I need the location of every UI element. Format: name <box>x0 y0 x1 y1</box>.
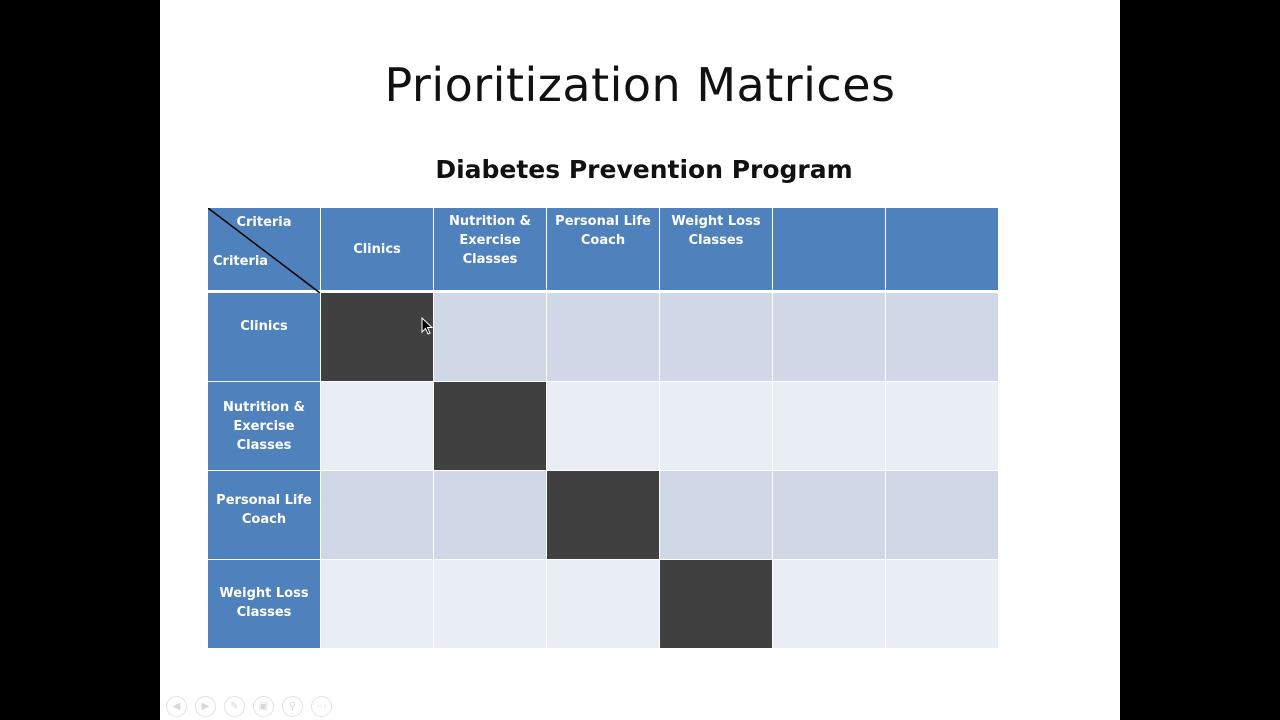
matrix-cell-diagonal[interactable] <box>321 293 434 382</box>
prioritization-matrix: Criteria Criteria Clinics Nutrition & Ex… <box>208 208 998 649</box>
row-header-label: Nutrition & Exercise Classes <box>223 399 305 453</box>
matrix-row: Personal Life Coach <box>208 471 998 560</box>
matrix-header-row: Criteria Criteria Clinics Nutrition & Ex… <box>208 208 998 293</box>
row-header: Clinics <box>208 293 321 382</box>
matrix-cell[interactable] <box>660 293 773 382</box>
matrix-cell[interactable] <box>773 471 886 560</box>
diagonal-divider-icon <box>208 208 320 293</box>
column-header: Clinics <box>321 208 434 293</box>
slides-grid-icon[interactable]: ▣ <box>253 696 274 717</box>
row-header: Nutrition & Exercise Classes <box>208 382 321 471</box>
matrix-cell-diagonal[interactable] <box>547 471 660 560</box>
row-header: Personal Life Coach <box>208 471 321 560</box>
column-header <box>886 208 998 293</box>
matrix-cell[interactable] <box>886 471 998 560</box>
matrix-row: Clinics <box>208 293 998 382</box>
row-header-label: Weight Loss Classes <box>219 586 309 620</box>
matrix-cell[interactable] <box>434 293 547 382</box>
matrix-cell[interactable] <box>773 560 886 649</box>
matrix-cell[interactable] <box>321 471 434 560</box>
row-header: Weight Loss Classes <box>208 560 321 649</box>
matrix-cell[interactable] <box>886 382 998 471</box>
matrix-cell[interactable] <box>773 293 886 382</box>
zoom-icon[interactable]: ⚲ <box>282 696 303 717</box>
more-icon[interactable]: ⋯ <box>311 696 332 717</box>
prev-slide-icon[interactable]: ◀ <box>166 696 187 717</box>
row-header-label: Personal Life Coach <box>216 493 312 527</box>
matrix-cell[interactable] <box>660 382 773 471</box>
matrix-row: Weight Loss Classes <box>208 560 998 649</box>
matrix-cell[interactable] <box>773 382 886 471</box>
column-header: Nutrition & Exercise Classes <box>434 208 547 293</box>
slide: Prioritization Matrices Diabetes Prevent… <box>160 0 1120 720</box>
matrix-cell[interactable] <box>434 471 547 560</box>
matrix-row: Nutrition & Exercise Classes <box>208 382 998 471</box>
corner-top-label: Criteria <box>236 215 292 230</box>
matrix-cell[interactable] <box>321 382 434 471</box>
slide-subtitle: Diabetes Prevention Program <box>435 155 853 184</box>
corner-left-label: Criteria <box>213 254 269 269</box>
matrix-cell[interactable] <box>434 560 547 649</box>
slide-title: Prioritization Matrices <box>384 58 896 112</box>
matrix-cell[interactable] <box>547 382 660 471</box>
presentation-toolbar: ◀ ▶ ✎ ▣ ⚲ ⋯ <box>166 696 332 717</box>
matrix-cell[interactable] <box>547 293 660 382</box>
matrix-cell[interactable] <box>321 560 434 649</box>
matrix-cell[interactable] <box>886 560 998 649</box>
matrix-cell[interactable] <box>660 471 773 560</box>
matrix-corner-cell: Criteria Criteria <box>208 208 321 293</box>
pen-icon[interactable]: ✎ <box>224 696 245 717</box>
column-header <box>773 208 886 293</box>
row-header-label: Clinics <box>240 319 288 334</box>
column-header: Weight Loss Classes <box>660 208 773 293</box>
matrix-cell[interactable] <box>886 293 998 382</box>
next-slide-icon[interactable]: ▶ <box>195 696 216 717</box>
matrix-cell[interactable] <box>547 560 660 649</box>
matrix-cell-diagonal[interactable] <box>434 382 547 471</box>
matrix-cell-diagonal[interactable] <box>660 560 773 649</box>
column-header: Personal Life Coach <box>547 208 660 293</box>
mouse-cursor-icon <box>421 317 433 335</box>
